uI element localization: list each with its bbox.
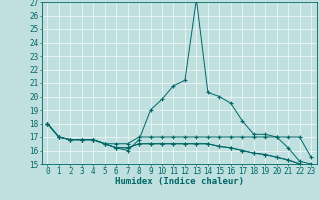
X-axis label: Humidex (Indice chaleur): Humidex (Indice chaleur) <box>115 177 244 186</box>
